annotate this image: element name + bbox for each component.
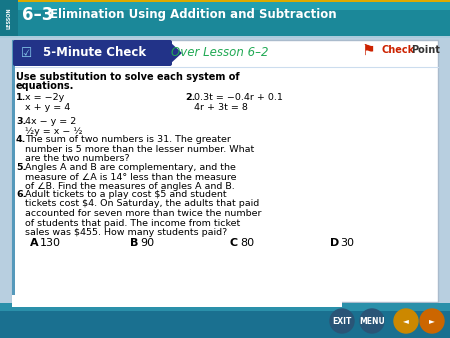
Text: measure of ∠A is 14° less than the measure: measure of ∠A is 14° less than the measu… <box>25 172 237 182</box>
Text: 90: 90 <box>140 238 154 248</box>
Text: 30: 30 <box>340 238 354 248</box>
Text: 5.: 5. <box>16 163 26 172</box>
Bar <box>0 0 450 10</box>
Bar <box>12 40 15 302</box>
Text: 3.: 3. <box>16 117 26 126</box>
Text: of ∠B. Find the measures of angles A and B.: of ∠B. Find the measures of angles A and… <box>25 182 235 191</box>
Circle shape <box>394 309 418 333</box>
Text: 1.: 1. <box>16 93 27 102</box>
Text: Use substitution to solve each system of: Use substitution to solve each system of <box>16 72 239 82</box>
Bar <box>12 40 438 302</box>
Bar <box>0 303 450 311</box>
Text: tickets cost $4. On Saturday, the adults that paid: tickets cost $4. On Saturday, the adults… <box>25 199 259 209</box>
Circle shape <box>420 309 444 333</box>
Text: 4r + 3t = 8: 4r + 3t = 8 <box>194 102 248 112</box>
Text: 80: 80 <box>240 238 254 248</box>
Text: 4.: 4. <box>16 135 27 144</box>
Text: 130: 130 <box>40 238 61 248</box>
Text: MENU: MENU <box>359 316 385 325</box>
Text: D: D <box>330 238 339 248</box>
Text: ►: ► <box>429 316 435 325</box>
Text: Angles A and B are complementary, and the: Angles A and B are complementary, and th… <box>25 163 236 172</box>
Text: 6.: 6. <box>16 190 27 199</box>
Text: x + y = 4: x + y = 4 <box>25 102 70 112</box>
Text: LESSON: LESSON <box>6 7 12 29</box>
Text: accounted for seven more than twice the number: accounted for seven more than twice the … <box>25 209 261 218</box>
Polygon shape <box>170 42 182 64</box>
Text: Adult tickets to a play cost $5 and student: Adult tickets to a play cost $5 and stud… <box>25 190 227 199</box>
Text: x = −2y: x = −2y <box>25 93 64 102</box>
Text: 0.3t = −0.4r + 0.1: 0.3t = −0.4r + 0.1 <box>194 93 283 102</box>
Text: of students that paid. The income from ticket: of students that paid. The income from t… <box>25 218 240 227</box>
Circle shape <box>330 309 354 333</box>
Text: Over Lesson 6–2: Over Lesson 6–2 <box>171 47 269 59</box>
Text: A: A <box>30 238 39 248</box>
Text: 5-Minute Check: 5-Minute Check <box>44 47 147 59</box>
Text: Point: Point <box>411 45 440 55</box>
Text: number is 5 more than the lesser number. What: number is 5 more than the lesser number.… <box>25 145 254 153</box>
FancyBboxPatch shape <box>12 295 342 307</box>
Bar <box>0 36 450 38</box>
Bar <box>0 0 450 36</box>
Text: are the two numbers?: are the two numbers? <box>25 154 130 163</box>
Text: sales was $455. How many students paid?: sales was $455. How many students paid? <box>25 228 227 237</box>
Bar <box>0 0 18 36</box>
Bar <box>0 303 450 338</box>
Text: EXIT: EXIT <box>332 316 352 325</box>
Text: ⚑: ⚑ <box>361 43 375 57</box>
Text: 2.: 2. <box>185 93 195 102</box>
Text: ◄: ◄ <box>403 316 409 325</box>
Text: 6–3: 6–3 <box>22 6 54 24</box>
Text: equations.: equations. <box>16 81 74 91</box>
Text: ☑: ☑ <box>22 47 32 59</box>
Text: C: C <box>230 238 238 248</box>
Text: 4x − y = 2: 4x − y = 2 <box>25 117 76 126</box>
FancyBboxPatch shape <box>13 40 172 66</box>
Circle shape <box>360 309 384 333</box>
Text: The sum of two numbers is 31. The greater: The sum of two numbers is 31. The greate… <box>25 135 231 144</box>
Text: ½y = x − ½: ½y = x − ½ <box>25 126 82 136</box>
Text: Elimination Using Addition and Subtraction: Elimination Using Addition and Subtracti… <box>50 8 337 21</box>
Text: B: B <box>130 238 139 248</box>
Text: Check: Check <box>382 45 415 55</box>
Bar <box>0 0 450 2</box>
